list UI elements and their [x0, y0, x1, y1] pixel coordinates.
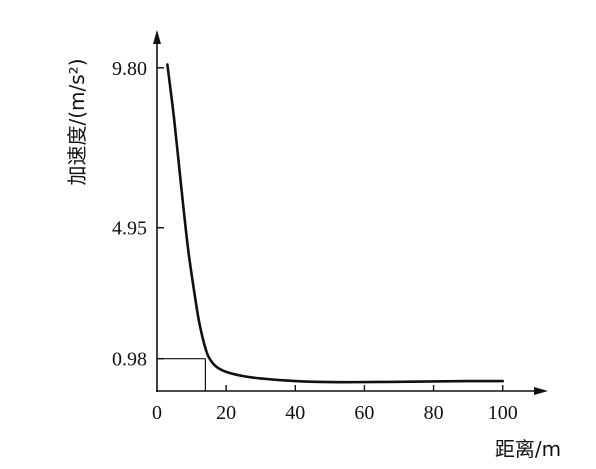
x-tick-label: 40 [285, 402, 305, 424]
y-axis-arrow [153, 30, 161, 44]
data-series-line [166, 63, 505, 384]
reference-lines [157, 358, 206, 391]
axes [153, 30, 548, 395]
y-tick-label: 9.80 [112, 58, 147, 80]
y-tick-label: 4.95 [112, 218, 147, 240]
tick-labels: 0.98 4.95 9.80 0 20 40 60 80 100 [112, 58, 518, 424]
y-tick-label: 0.98 [112, 349, 147, 371]
x-axis-label: 距离/m [495, 437, 561, 461]
x-tick-label: 0 [152, 402, 162, 424]
x-tick-label: 60 [354, 402, 374, 424]
x-tick-label: 20 [216, 402, 236, 424]
y-axis-label: 加速度/(m/s²) [65, 58, 89, 185]
x-tick-label: 80 [424, 402, 444, 424]
x-tick-label: 100 [488, 402, 518, 424]
x-axis-arrow [534, 387, 548, 395]
series-group [166, 63, 505, 384]
